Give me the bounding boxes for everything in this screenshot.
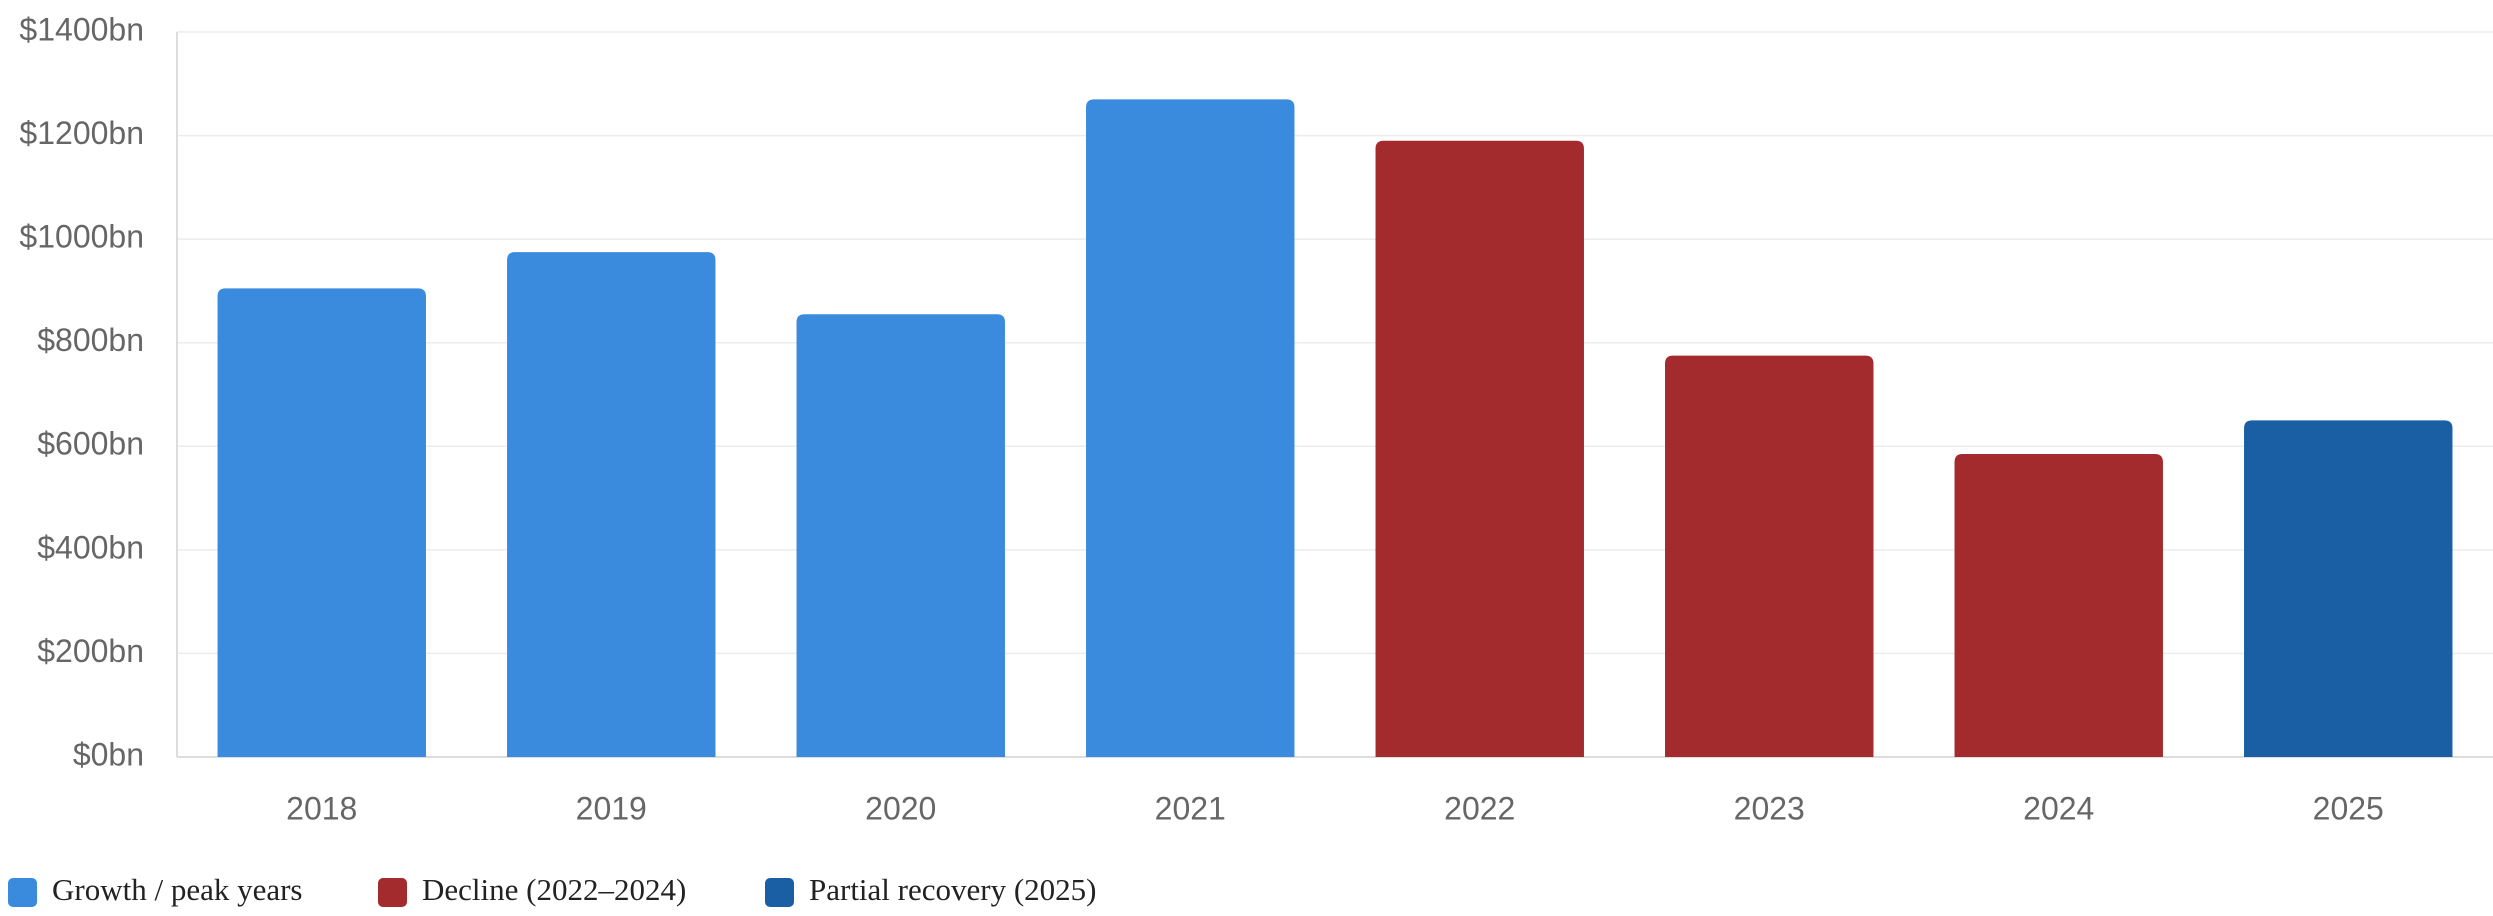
y-tick-label: $800bn — [37, 322, 144, 358]
bar — [1954, 454, 2163, 757]
bar — [507, 252, 716, 757]
legend-label: Decline (2022–2024) — [422, 872, 686, 907]
x-tick-label: 2020 — [865, 790, 936, 826]
y-tick-label: $0bn — [73, 736, 144, 772]
bar — [1375, 140, 1584, 757]
x-tick-label: 2019 — [576, 790, 647, 826]
bar — [1665, 355, 1874, 757]
y-tick-label: $200bn — [37, 633, 144, 669]
x-tick-label: 2024 — [2023, 790, 2094, 826]
y-tick-label: $400bn — [37, 529, 144, 565]
y-tick-label: $1400bn — [19, 11, 144, 47]
x-tick-label: 2021 — [1155, 790, 1226, 826]
x-tick-label: 2022 — [1444, 790, 1515, 826]
legend-label: Partial recovery (2025) — [809, 872, 1097, 907]
bar — [1086, 99, 1295, 758]
x-tick-label: 2025 — [2313, 790, 2384, 826]
bar — [2244, 420, 2453, 757]
legend-swatch — [378, 878, 407, 907]
x-tick-label: 2023 — [1734, 790, 1805, 826]
bar — [217, 288, 426, 757]
x-tick-label: 2018 — [286, 790, 357, 826]
y-tick-label: $1000bn — [19, 219, 144, 255]
y-tick-label: $600bn — [37, 426, 144, 462]
legend-label: Growth / peak years — [52, 872, 303, 907]
bar — [796, 314, 1005, 757]
legend-swatch — [8, 878, 37, 907]
legend-swatch — [765, 878, 794, 907]
y-tick-label: $1200bn — [19, 115, 144, 151]
